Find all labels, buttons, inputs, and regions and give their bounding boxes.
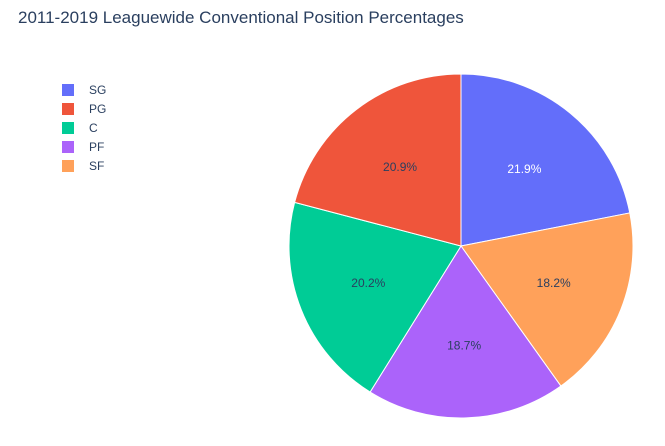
legend-swatch [62, 140, 74, 153]
chart-title: 2011-2019 Leaguewide Conventional Positi… [18, 8, 464, 27]
legend-label: SF [89, 158, 105, 173]
pie-slice-pg[interactable] [294, 73, 462, 247]
slice-label-pg: 20.9% [383, 160, 417, 174]
pie-slices [288, 73, 634, 419]
legend-item-pg[interactable]: PG [62, 99, 152, 118]
legend-item-c[interactable]: C [62, 118, 152, 137]
slice-label-c: 20.2% [351, 276, 385, 290]
legend-item-pf[interactable]: PF [62, 137, 152, 156]
legend-label: C [89, 120, 98, 135]
pie-slice-sg[interactable] [460, 73, 631, 247]
pie-slice-pf[interactable] [369, 245, 562, 419]
legend-swatch [62, 83, 74, 96]
pie-slice-labels: 21.9% 18.2% 18.7% 20.2% 20.9% [351, 160, 571, 353]
slice-label-sg: 21.9% [507, 162, 541, 176]
legend-swatch [62, 159, 74, 172]
pie-slice-c[interactable] [288, 201, 462, 393]
legend: SG PG C PF SF [62, 80, 152, 175]
legend-swatch [62, 121, 74, 134]
legend-item-sf[interactable]: SF [62, 156, 152, 175]
pie-slice-sf[interactable] [460, 212, 634, 387]
legend-label: PF [89, 139, 105, 154]
legend-label: SG [89, 82, 107, 97]
slice-label-sf: 18.2% [537, 276, 571, 290]
slice-label-pf: 18.7% [447, 339, 481, 353]
legend-swatch [62, 102, 74, 115]
legend-label: PG [89, 101, 107, 116]
legend-item-sg[interactable]: SG [62, 80, 152, 99]
